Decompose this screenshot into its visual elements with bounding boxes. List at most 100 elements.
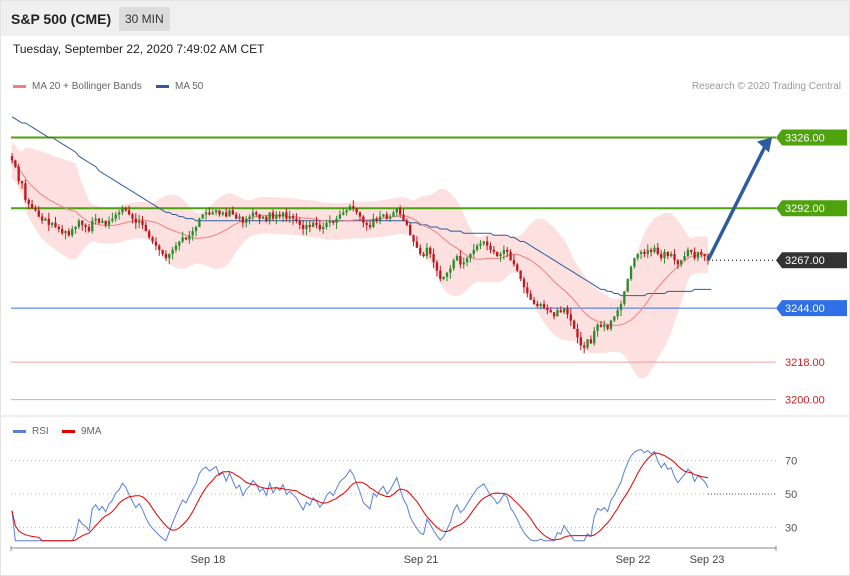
- candle-body: [452, 260, 455, 269]
- candle-body: [61, 229, 64, 234]
- legend-9ma-label: 9MA: [81, 426, 102, 437]
- candle-body: [74, 226, 77, 230]
- candle-body: [455, 256, 459, 261]
- candle-body: [576, 328, 579, 338]
- candle-body: [298, 220, 301, 225]
- candle-body: [475, 245, 479, 250]
- candle-body: [485, 241, 489, 246]
- candle-body: [449, 268, 452, 273]
- candle-body: [235, 214, 238, 219]
- candle-body: [164, 254, 168, 259]
- candle-body: [355, 208, 358, 213]
- candle-body: [20, 181, 24, 184]
- candle-body: [158, 245, 161, 250]
- candle-body: [656, 247, 659, 254]
- candle-body: [572, 320, 576, 329]
- candle-body: [526, 287, 529, 294]
- candle-body: [566, 308, 569, 315]
- candle-body: [402, 214, 405, 221]
- candle-body: [101, 220, 104, 223]
- candle-body: [338, 214, 342, 219]
- ma50-swatch: [156, 84, 169, 88]
- candle-body: [649, 249, 653, 252]
- candle-body: [606, 324, 609, 329]
- candle-body: [54, 222, 57, 227]
- bollinger-band: [12, 142, 708, 379]
- candle-body: [238, 216, 241, 219]
- candle-body: [415, 241, 419, 248]
- candle-body: [462, 262, 465, 265]
- level-label-3267.00: 3267.00: [785, 255, 825, 267]
- candle-body: [127, 210, 131, 215]
- candle-body: [291, 216, 295, 219]
- candle-body: [178, 241, 181, 246]
- candle-body: [398, 208, 402, 215]
- rsi-tick-30: 30: [785, 522, 797, 534]
- candle-body: [579, 337, 583, 346]
- candle-body: [248, 216, 251, 219]
- candle-body: [633, 258, 636, 267]
- candle-body: [194, 226, 198, 232]
- candle-body: [519, 270, 522, 279]
- candle-body: [245, 218, 248, 223]
- candle-body: [506, 249, 509, 252]
- candle-body: [44, 218, 47, 221]
- candle-body: [613, 316, 616, 321]
- candle-body: [546, 308, 549, 311]
- candle-body: [522, 278, 526, 288]
- candle-body: [201, 214, 204, 219]
- candle-body: [659, 254, 663, 259]
- candle-body: [318, 224, 322, 230]
- candle-body: [636, 254, 639, 259]
- candle-body: [97, 218, 101, 223]
- candle-body: [552, 312, 556, 317]
- rsi-swatch: [13, 429, 26, 433]
- legend-rsi-label: RSI: [32, 426, 49, 437]
- candle-body: [168, 254, 171, 259]
- candle-body: [64, 231, 67, 234]
- candle-body: [308, 224, 311, 227]
- candle-body: [251, 212, 255, 217]
- candle-body: [265, 216, 268, 221]
- candle-body: [121, 208, 124, 213]
- candle-body: [492, 249, 496, 252]
- candle-body: [609, 320, 613, 329]
- rsi-tick-50: 50: [785, 489, 797, 501]
- level-label-3200.00: 3200.00: [785, 395, 825, 407]
- interval-badge[interactable]: 30 MIN: [119, 7, 170, 31]
- candle-body: [619, 303, 623, 311]
- candle-body: [532, 299, 536, 304]
- candle-body: [469, 254, 472, 259]
- candle-body: [653, 247, 656, 252]
- candle-body: [174, 245, 178, 250]
- candle-body: [301, 224, 305, 230]
- candle-body: [465, 258, 469, 263]
- candle-body: [84, 224, 87, 227]
- x-tick-label: Sep 18: [191, 554, 226, 566]
- legend-ma50-label: MA 50: [175, 81, 204, 92]
- candle-body: [690, 249, 693, 252]
- candle-body: [542, 303, 546, 309]
- candle-body: [104, 220, 107, 225]
- candle-body: [479, 243, 482, 246]
- candle-body: [683, 256, 686, 261]
- candle-body: [432, 254, 435, 263]
- candle-body: [382, 214, 385, 217]
- candle-body: [218, 210, 221, 215]
- candle-body: [629, 266, 633, 279]
- candle-body: [181, 237, 184, 242]
- candle-body: [81, 220, 84, 225]
- candle-body: [295, 218, 298, 221]
- candle-body: [67, 231, 71, 236]
- candle-body: [586, 339, 589, 348]
- candle-body: [502, 249, 506, 254]
- timestamp: Tuesday, September 22, 2020 7:49:02 AM C…: [13, 42, 265, 56]
- candle-body: [137, 220, 141, 223]
- candle-body: [378, 216, 382, 221]
- candle-body: [144, 224, 148, 232]
- candle-body: [134, 218, 137, 223]
- level-label-3326.00: 3326.00: [785, 133, 825, 145]
- candle-body: [352, 206, 355, 209]
- candle-body: [439, 270, 442, 279]
